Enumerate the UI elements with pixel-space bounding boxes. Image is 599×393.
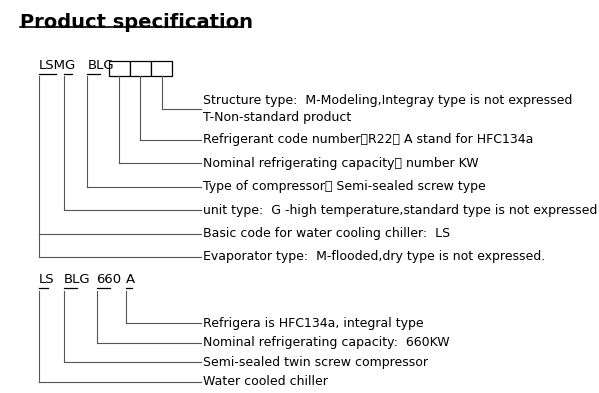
Text: Semi-sealed twin screw compressor: Semi-sealed twin screw compressor (203, 356, 428, 369)
Text: T-Non-standard product: T-Non-standard product (203, 111, 352, 124)
FancyBboxPatch shape (131, 61, 152, 76)
Text: G: G (64, 59, 74, 72)
Text: unit type:  G -high temperature,standard type is not expressed: unit type: G -high temperature,standard … (203, 204, 598, 217)
Text: Nominal refrigerating capacity： number KW: Nominal refrigerating capacity： number K… (203, 157, 479, 170)
Text: BLG: BLG (64, 273, 90, 286)
Text: Refrigerant code number：R22， A stand for HFC134a: Refrigerant code number：R22， A stand for… (203, 133, 534, 147)
Text: LSM: LSM (38, 59, 65, 72)
Text: Water cooled chiller: Water cooled chiller (203, 375, 328, 388)
Text: Structure type:  M-Modeling,Integray type is not expressed: Structure type: M-Modeling,Integray type… (203, 94, 573, 107)
Text: BLG: BLG (87, 59, 114, 72)
Text: Evaporator type:  M-flooded,dry type is not expressed.: Evaporator type: M-flooded,dry type is n… (203, 250, 546, 263)
FancyBboxPatch shape (152, 61, 172, 76)
FancyBboxPatch shape (109, 61, 130, 76)
Text: Basic code for water cooling chiller:  LS: Basic code for water cooling chiller: LS (203, 227, 450, 240)
Text: Type of compressor： Semi-sealed screw type: Type of compressor： Semi-sealed screw ty… (203, 180, 486, 193)
Text: LS: LS (38, 273, 54, 286)
Text: Refrigera is HFC134a, integral type: Refrigera is HFC134a, integral type (203, 317, 424, 330)
Text: 660: 660 (96, 273, 122, 286)
Text: A: A (126, 273, 135, 286)
Text: Nominal refrigerating capacity:  660KW: Nominal refrigerating capacity: 660KW (203, 336, 450, 349)
Text: Product specification: Product specification (20, 13, 253, 32)
